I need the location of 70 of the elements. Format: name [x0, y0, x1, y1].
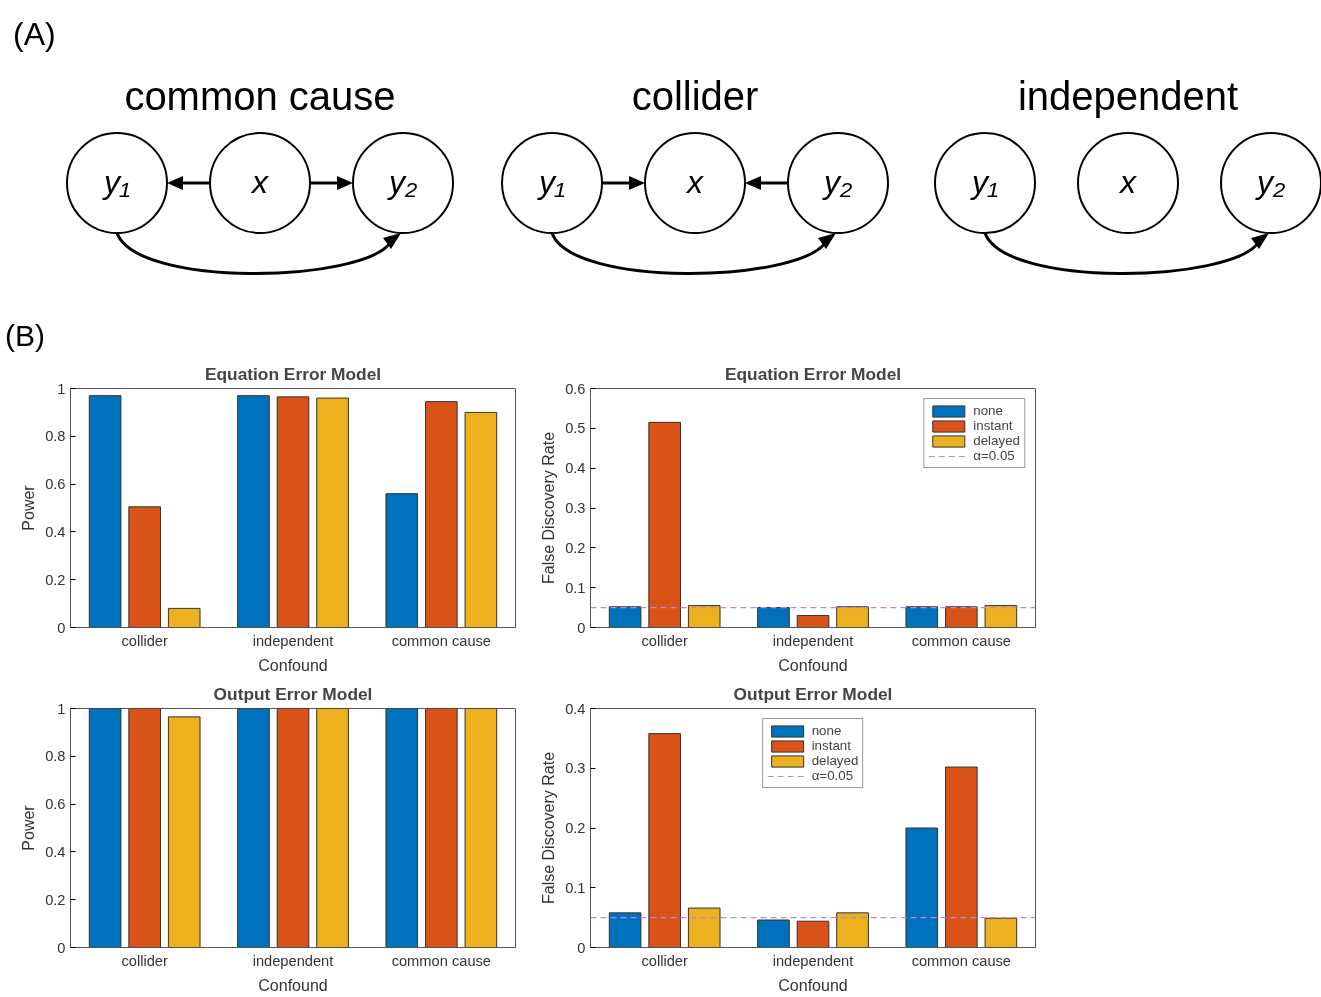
y-tick-label: 0.2	[565, 820, 586, 836]
y-tick-label: 0.6	[45, 796, 66, 813]
x-tick-label: collider	[121, 952, 168, 969]
legend-label: instant	[811, 738, 851, 753]
legend-label: instant	[973, 418, 1013, 433]
y-tick-label: 0.1	[565, 879, 586, 896]
x-tick-label: collider	[641, 952, 688, 969]
text: y₂	[386, 164, 418, 200]
text: (B)	[5, 319, 45, 352]
x-tick-label: independent	[772, 632, 854, 649]
y-tick-label: 0.4	[45, 523, 66, 540]
y-tick-label: 0.2	[45, 891, 66, 908]
y-tick-label: 0.4	[565, 460, 586, 477]
x-tick-label: common cause	[911, 632, 1012, 649]
x-tick-label: independent	[772, 952, 854, 969]
y-tick-label: 0.1	[565, 579, 586, 596]
text: common cause	[124, 74, 396, 118]
legend-label: delayed	[973, 433, 1020, 448]
y-tick-label: 0.8	[45, 748, 66, 765]
y-tick-label: 0	[577, 939, 586, 956]
legend-label: none	[811, 723, 842, 738]
text: (A)	[13, 16, 56, 52]
text: x	[685, 164, 704, 200]
y-tick-label: 0.2	[565, 539, 586, 556]
y-axis-title: False Discovery Rate	[540, 751, 558, 905]
text: y₁	[969, 164, 999, 200]
x-axis-title: Confound	[258, 976, 328, 994]
x-tick-label: common cause	[391, 632, 492, 649]
y-tick-label: 0	[57, 619, 66, 636]
legend-label: α=0.05	[973, 448, 1015, 463]
chart-title: Output Error Model	[733, 683, 893, 704]
x-tick-label: independent	[252, 632, 334, 649]
x-axis-title: Confound	[258, 656, 328, 674]
text: x	[1118, 164, 1137, 200]
y-tick-label: 0.6	[45, 476, 66, 493]
y-tick-label: 0	[577, 619, 586, 636]
text: independent	[1017, 74, 1239, 118]
text: y₂	[1254, 164, 1286, 200]
y-tick-label: 0.4	[45, 843, 66, 860]
x-tick-label: common cause	[911, 952, 1012, 969]
legend-label: none	[973, 403, 1003, 418]
text: y₁	[101, 164, 131, 200]
x-axis-title: Confound	[778, 976, 848, 994]
y-tick-label: 0.5	[565, 420, 586, 437]
y-tick-label: 0.8	[45, 428, 66, 445]
y-tick-label: 1	[57, 700, 66, 717]
y-tick-label: 0.3	[565, 500, 586, 516]
x-tick-label: independent	[252, 952, 334, 969]
chart-title: Equation Error Model	[724, 363, 902, 384]
y-tick-label: 0.3	[565, 760, 586, 777]
y-tick-label: 0.6	[565, 380, 586, 397]
y-tick-label: 0.2	[45, 571, 66, 588]
legend-label: delayed	[811, 753, 859, 768]
y-tick-label: 1	[57, 380, 66, 397]
y-tick-label: 0	[57, 939, 66, 956]
x-axis-title: Confound	[778, 656, 848, 674]
chart-title: Equation Error Model	[204, 363, 382, 384]
y-axis-title: False Discovery Rate	[540, 431, 558, 585]
y-tick-label: 0.4	[565, 700, 586, 717]
legend-label: α=0.05	[811, 768, 854, 783]
x-tick-label: collider	[121, 632, 168, 649]
x-tick-label: collider	[641, 632, 688, 649]
text: y₁	[536, 164, 566, 200]
text: x	[250, 164, 269, 200]
y-axis-title: Power	[20, 804, 38, 851]
y-axis-title: Power	[20, 484, 38, 531]
text: collider	[631, 74, 759, 118]
chart-title: Output Error Model	[213, 683, 373, 704]
text: y₂	[821, 164, 853, 200]
x-tick-label: common cause	[391, 952, 492, 969]
